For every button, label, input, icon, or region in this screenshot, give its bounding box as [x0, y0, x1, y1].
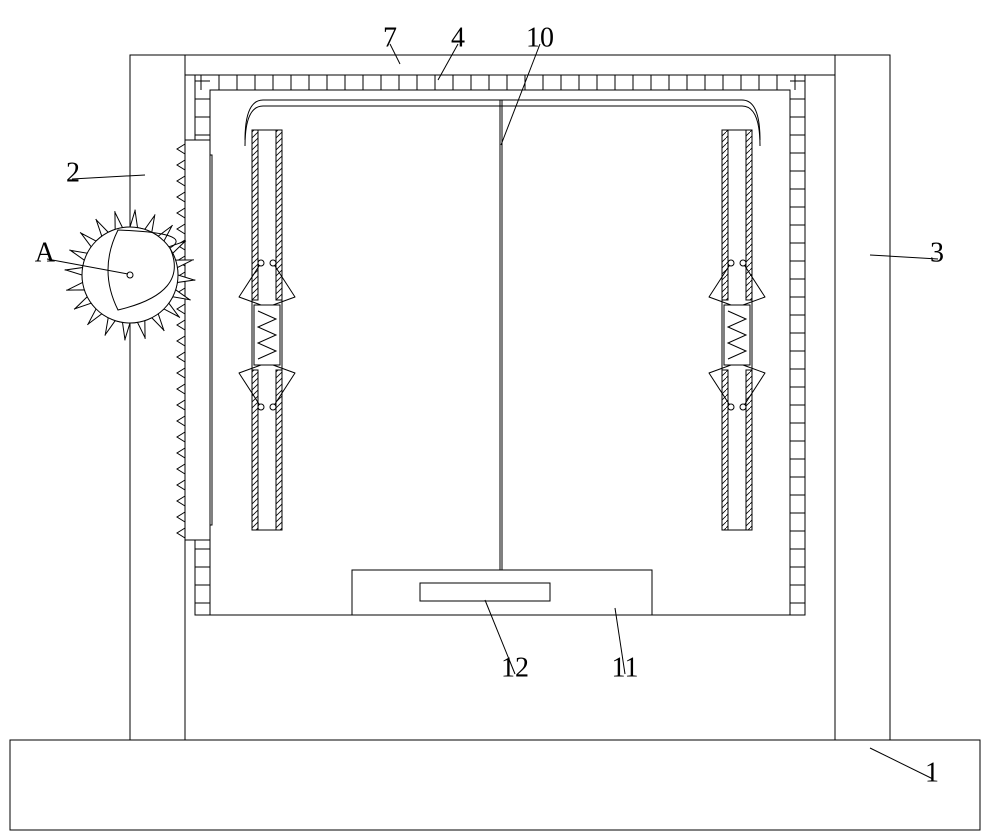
label-l3: 3	[930, 237, 944, 268]
labels: 74102A312111	[35, 22, 944, 788]
label-l10: 10	[526, 22, 554, 53]
slot-12	[420, 583, 550, 601]
tray-11	[352, 570, 652, 615]
duct-shaft-10	[245, 100, 760, 570]
label-lA: A	[35, 237, 56, 268]
label-l2: 2	[66, 157, 80, 188]
label-l4: 4	[451, 22, 465, 53]
label-l1: 1	[925, 757, 939, 788]
label-l11: 11	[612, 652, 639, 683]
base-1	[10, 740, 980, 830]
top-bar-7	[185, 55, 835, 75]
clamp-right	[709, 260, 765, 410]
left-post-2	[130, 55, 185, 740]
label-l7: 7	[383, 22, 397, 53]
right-post-3	[835, 55, 890, 740]
gear-A	[65, 210, 195, 340]
label-l12: 12	[501, 652, 529, 683]
clamp-left	[239, 260, 295, 410]
rack	[177, 140, 212, 540]
